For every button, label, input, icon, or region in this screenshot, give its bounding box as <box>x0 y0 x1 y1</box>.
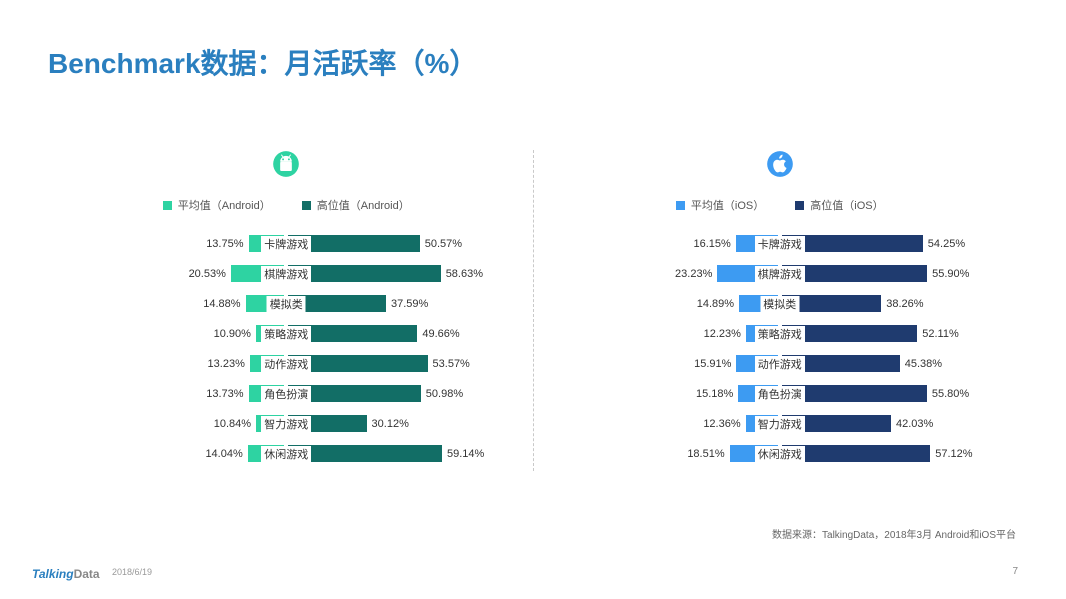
chart-row: 13.23% 53.57% 动作游戏 <box>50 351 523 376</box>
chart-row: 14.89% 38.26% 模拟类 <box>544 291 1017 316</box>
avg-value-label: 10.84% <box>214 418 251 430</box>
category-label: 策略游戏 <box>261 326 311 342</box>
high-value-label: 55.80% <box>932 388 969 400</box>
high-value-label: 50.57% <box>425 238 462 250</box>
chart-row: 10.90% 49.66% 策略游戏 <box>50 321 523 346</box>
avg-value-label: 23.23% <box>675 268 712 280</box>
avg-value-label: 20.53% <box>189 268 226 280</box>
chart-row: 13.73% 50.98% 角色扮演 <box>50 381 523 406</box>
chart-row: 16.15% 54.25% 卡牌游戏 <box>544 231 1017 256</box>
category-label: 卡牌游戏 <box>755 236 805 252</box>
high-value-label: 57.12% <box>935 448 972 460</box>
high-value-label: 58.63% <box>446 268 483 280</box>
avg-value-label: 13.23% <box>208 358 245 370</box>
legend-android-avg: 平均值（Android） <box>178 197 271 213</box>
high-value-label: 55.90% <box>932 268 969 280</box>
android-legend: 平均值（Android） 高位值（Android） <box>50 197 523 213</box>
avg-value-label: 12.36% <box>703 418 740 430</box>
category-label: 棋牌游戏 <box>261 266 311 282</box>
footer-date: 2018/6/19 <box>112 567 152 577</box>
android-icon <box>50 150 523 183</box>
high-value-label: 54.25% <box>928 238 965 250</box>
android-panel: 平均值（Android） 高位值（Android） 13.75% 50.57% 卡牌… <box>50 150 523 471</box>
legend-ios-avg: 平均值（iOS） <box>691 197 764 213</box>
category-label: 策略游戏 <box>755 326 805 342</box>
android-rows: 13.75% 50.57% 卡牌游戏 20.53% 58.63% 棋牌游戏 14.88% 37… <box>50 231 523 466</box>
avg-value-label: 14.88% <box>203 298 240 310</box>
ios-legend: 平均值（iOS） 高位值（iOS） <box>544 197 1017 213</box>
high-value-label: 52.11% <box>922 328 959 340</box>
avg-value-label: 10.90% <box>214 328 251 340</box>
category-label: 棋牌游戏 <box>755 266 805 282</box>
high-value-label: 42.03% <box>896 418 933 430</box>
chart-row: 23.23% 55.90% 棋牌游戏 <box>544 261 1017 286</box>
chart-row: 10.84% 30.12% 智力游戏 <box>50 411 523 436</box>
high-value-label: 38.26% <box>886 298 923 310</box>
category-label: 休闲游戏 <box>261 446 311 462</box>
page-title: Benchmark数据：月活跃率（%） <box>48 42 477 82</box>
charts-container: 平均值（Android） 高位值（Android） 13.75% 50.57% 卡牌… <box>50 150 1016 471</box>
high-value-label: 45.38% <box>905 358 942 370</box>
avg-value-label: 18.51% <box>687 448 724 460</box>
category-label: 模拟类 <box>267 296 306 312</box>
category-label: 休闲游戏 <box>755 446 805 462</box>
high-value-label: 59.14% <box>447 448 484 460</box>
category-label: 动作游戏 <box>755 356 805 372</box>
chart-row: 13.75% 50.57% 卡牌游戏 <box>50 231 523 256</box>
legend-ios-high: 高位值（iOS） <box>810 197 883 213</box>
chart-row: 18.51% 57.12% 休闲游戏 <box>544 441 1017 466</box>
chart-row: 15.18% 55.80% 角色扮演 <box>544 381 1017 406</box>
ios-panel: 平均值（iOS） 高位值（iOS） 16.15% 54.25% 卡牌游戏 23.23%… <box>544 150 1017 471</box>
avg-value-label: 13.73% <box>206 388 243 400</box>
category-label: 智力游戏 <box>261 416 311 432</box>
high-value-label: 37.59% <box>391 298 428 310</box>
high-value-label: 30.12% <box>372 418 409 430</box>
avg-value-label: 13.75% <box>206 238 243 250</box>
category-label: 动作游戏 <box>261 356 311 372</box>
footer-page: 7 <box>1012 566 1018 577</box>
avg-value-label: 14.89% <box>697 298 734 310</box>
chart-row: 20.53% 58.63% 棋牌游戏 <box>50 261 523 286</box>
ios-rows: 16.15% 54.25% 卡牌游戏 23.23% 55.90% 棋牌游戏 14.89% 38… <box>544 231 1017 466</box>
footer-logo: TalkingData <box>32 567 100 581</box>
category-label: 智力游戏 <box>755 416 805 432</box>
high-bar <box>288 445 442 462</box>
chart-row: 14.88% 37.59% 模拟类 <box>50 291 523 316</box>
legend-android-high: 高位值（Android） <box>317 197 410 213</box>
chart-row: 12.36% 42.03% 智力游戏 <box>544 411 1017 436</box>
avg-value-label: 16.15% <box>693 238 730 250</box>
avg-value-label: 15.18% <box>696 388 733 400</box>
category-label: 角色扮演 <box>261 386 311 402</box>
category-label: 角色扮演 <box>755 386 805 402</box>
data-source: 数据来源：TalkingData，2018年3月 Android和iOS平台 <box>772 526 1016 541</box>
high-value-label: 49.66% <box>422 328 459 340</box>
chart-row: 14.04% 59.14% 休闲游戏 <box>50 441 523 466</box>
high-value-label: 53.57% <box>433 358 470 370</box>
panel-divider <box>533 150 534 471</box>
apple-icon <box>544 150 1017 183</box>
high-value-label: 50.98% <box>426 388 463 400</box>
category-label: 卡牌游戏 <box>261 236 311 252</box>
chart-row: 12.23% 52.11% 策略游戏 <box>544 321 1017 346</box>
avg-value-label: 15.91% <box>694 358 731 370</box>
category-label: 模拟类 <box>760 296 799 312</box>
chart-row: 15.91% 45.38% 动作游戏 <box>544 351 1017 376</box>
avg-value-label: 12.23% <box>704 328 741 340</box>
avg-value-label: 14.04% <box>205 448 242 460</box>
